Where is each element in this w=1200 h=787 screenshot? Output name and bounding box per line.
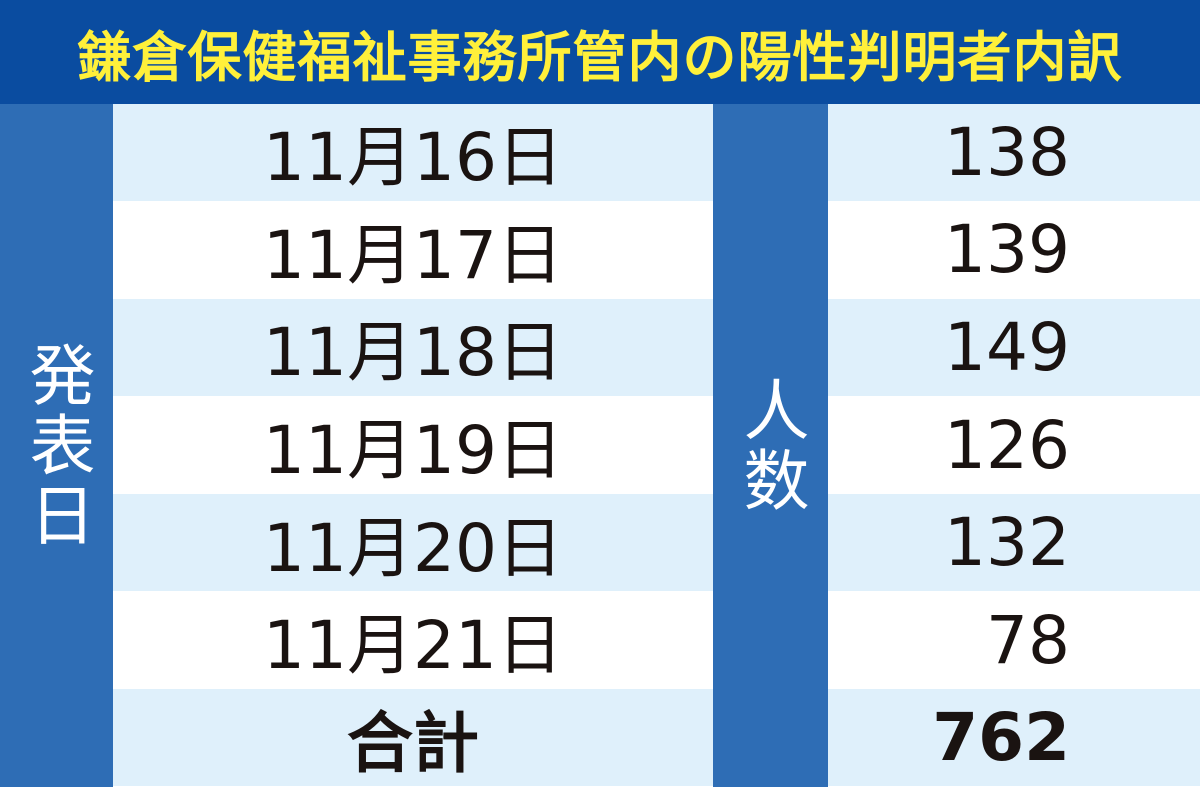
count-cell: 149 — [828, 299, 1200, 397]
total-label: 合計 — [113, 689, 713, 787]
date-column-header: 発表日 — [0, 104, 113, 787]
count-cell: 78 — [828, 592, 1200, 690]
count-cell: 138 — [828, 104, 1200, 202]
date-column: 11月16日 11月17日 11月18日 11月19日 11月20日 11月21… — [113, 104, 713, 787]
count-cell: 126 — [828, 397, 1200, 495]
table-body: 発表日 11月16日 11月17日 11月18日 11月19日 11月20日 1… — [0, 104, 1200, 787]
date-cell: 11月17日 — [113, 202, 713, 300]
count-cell: 132 — [828, 494, 1200, 592]
date-cell: 11月21日 — [113, 592, 713, 690]
count-header-label: 人数 — [732, 375, 810, 516]
date-cell: 11月18日 — [113, 299, 713, 397]
date-cell: 11月16日 — [113, 104, 713, 202]
count-cell: 139 — [828, 202, 1200, 300]
table-title: 鎌倉保健福祉事務所管内の陽性判明者内訳 — [0, 0, 1200, 104]
total-count: 762 — [828, 689, 1200, 787]
count-column: 138 139 149 126 132 78 762 — [828, 104, 1200, 787]
date-cell: 11月20日 — [113, 494, 713, 592]
date-header-label: 発表日 — [18, 340, 96, 551]
date-cell: 11月19日 — [113, 397, 713, 495]
count-column-header: 人数 — [713, 104, 828, 787]
